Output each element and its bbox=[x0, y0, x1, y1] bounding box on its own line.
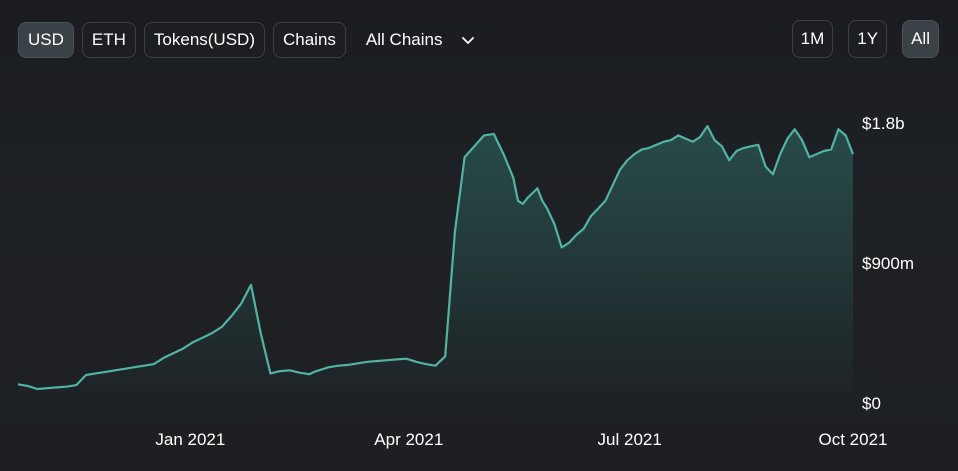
chain-select-value: All Chains bbox=[365, 30, 443, 49]
tokens-usd-tab[interactable]: Tokens(USD) bbox=[143, 22, 265, 58]
range-all-tab[interactable]: All bbox=[902, 20, 939, 58]
range-1m-tab[interactable]: 1M bbox=[791, 20, 834, 58]
usd-tab[interactable]: USD bbox=[18, 22, 74, 58]
y-tick-label: $0 bbox=[862, 394, 881, 413]
chains-tab[interactable]: Chains bbox=[273, 22, 346, 58]
range-toggle-group: 1M 1Y All bbox=[791, 20, 939, 58]
chain-select[interactable]: All Chains bbox=[354, 22, 487, 58]
y-tick-label: $1.8b bbox=[862, 114, 905, 133]
x-tick-label: Jul 2021 bbox=[598, 430, 662, 449]
eth-tab[interactable]: ETH bbox=[81, 22, 136, 58]
x-tick-label: Jan 2021 bbox=[155, 430, 225, 449]
tvl-series-line bbox=[17, 125, 855, 391]
x-tick-label: Oct 2021 bbox=[819, 430, 888, 449]
range-1y-tab[interactable]: 1Y bbox=[848, 20, 888, 58]
currency-toggle-group: USD ETH Tokens(USD) Chains All Chains bbox=[18, 22, 486, 58]
y-tick-label: $900m bbox=[862, 254, 914, 273]
chevron-down-icon bbox=[462, 37, 475, 44]
tvl-area-fill bbox=[18, 126, 853, 403]
x-tick-label: Apr 2021 bbox=[374, 430, 443, 449]
